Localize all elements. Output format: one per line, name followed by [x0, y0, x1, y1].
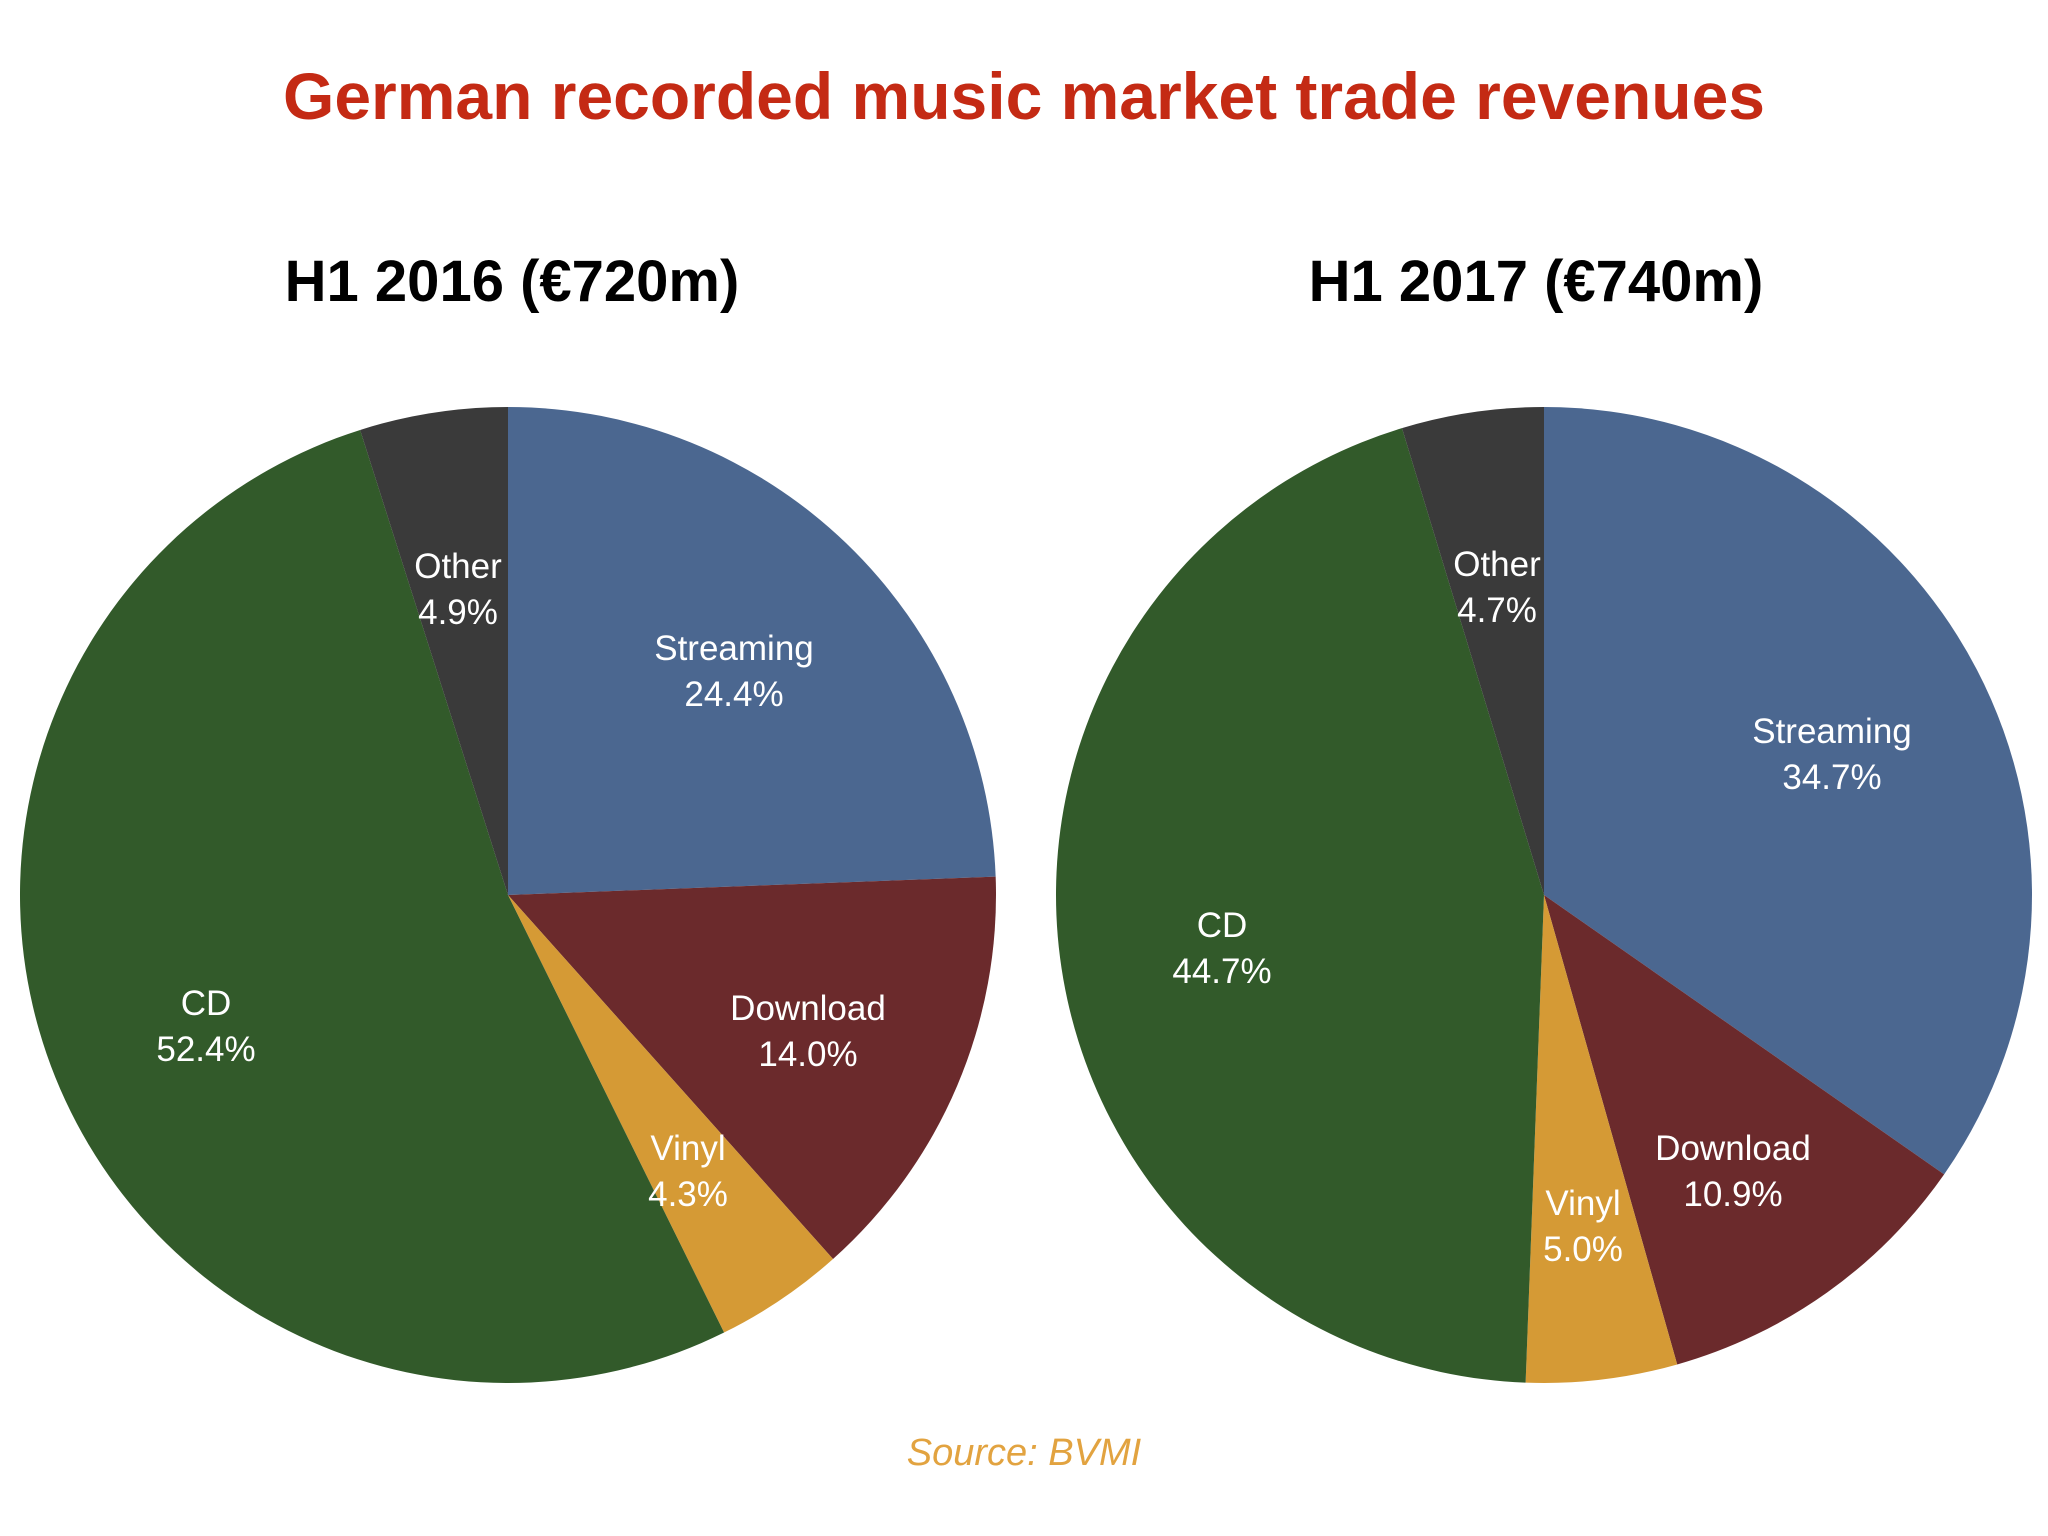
pie-chart-2017: Streaming 34.7% Download 10.9% Vinyl 5.0% CD 44…: [1055, 407, 2032, 1383]
slice-label-download: Download: [730, 989, 886, 1028]
slice-value-vinyl: 5.0%: [1543, 1230, 1623, 1269]
slice-label-download: Download: [1655, 1129, 1811, 1168]
slice-label-vinyl: Vinyl: [1545, 1184, 1620, 1223]
slice-label-streaming: Streaming: [1752, 712, 1912, 751]
slice-value-streaming: 24.4%: [684, 675, 783, 714]
source-note: Source: BVMI: [906, 1432, 1142, 1474]
pie-slice-other: [1401, 407, 1544, 895]
pie-slice-vinyl: [1525, 895, 1678, 1383]
slice-label-other: Other: [1453, 545, 1541, 584]
slice-value-other: 4.7%: [1457, 591, 1537, 630]
pie-chart-2016: Streaming 24.4% Download 14.0% Vinyl 4.3% CD 52…: [19, 407, 997, 1384]
slice-value-streaming: 34.7%: [1782, 758, 1881, 797]
pie-slice-cd: [1055, 428, 1544, 1383]
slice-value-cd: 52.4%: [156, 1030, 255, 1069]
pie-slice-download: [508, 876, 997, 1260]
pie-slice-download: [1544, 895, 1945, 1365]
slice-label-streaming: Streaming: [654, 629, 814, 668]
pie-slice-other: [360, 407, 508, 895]
page-title: German recorded music market trade reven…: [282, 59, 1765, 133]
slice-label-cd: CD: [1197, 906, 1248, 945]
pie-slice-cd: [19, 429, 725, 1384]
pie-slice-vinyl: [508, 895, 834, 1333]
slice-value-download: 10.9%: [1683, 1175, 1782, 1214]
pie-slice-streaming: [1544, 407, 2032, 1175]
slice-label-vinyl: Vinyl: [650, 1129, 725, 1168]
slice-value-other: 4.9%: [418, 593, 498, 632]
slice-label-other: Other: [414, 547, 502, 586]
slice-value-download: 14.0%: [758, 1035, 857, 1074]
slice-value-vinyl: 4.3%: [648, 1175, 728, 1214]
chart-title-2017: H1 2017 (€740m): [1308, 249, 1764, 314]
slice-value-cd: 44.7%: [1172, 952, 1271, 991]
pie-slice-streaming: [508, 407, 996, 895]
chart-title-2016: H1 2016 (€720m): [284, 249, 740, 314]
slice-label-cd: CD: [181, 984, 232, 1023]
